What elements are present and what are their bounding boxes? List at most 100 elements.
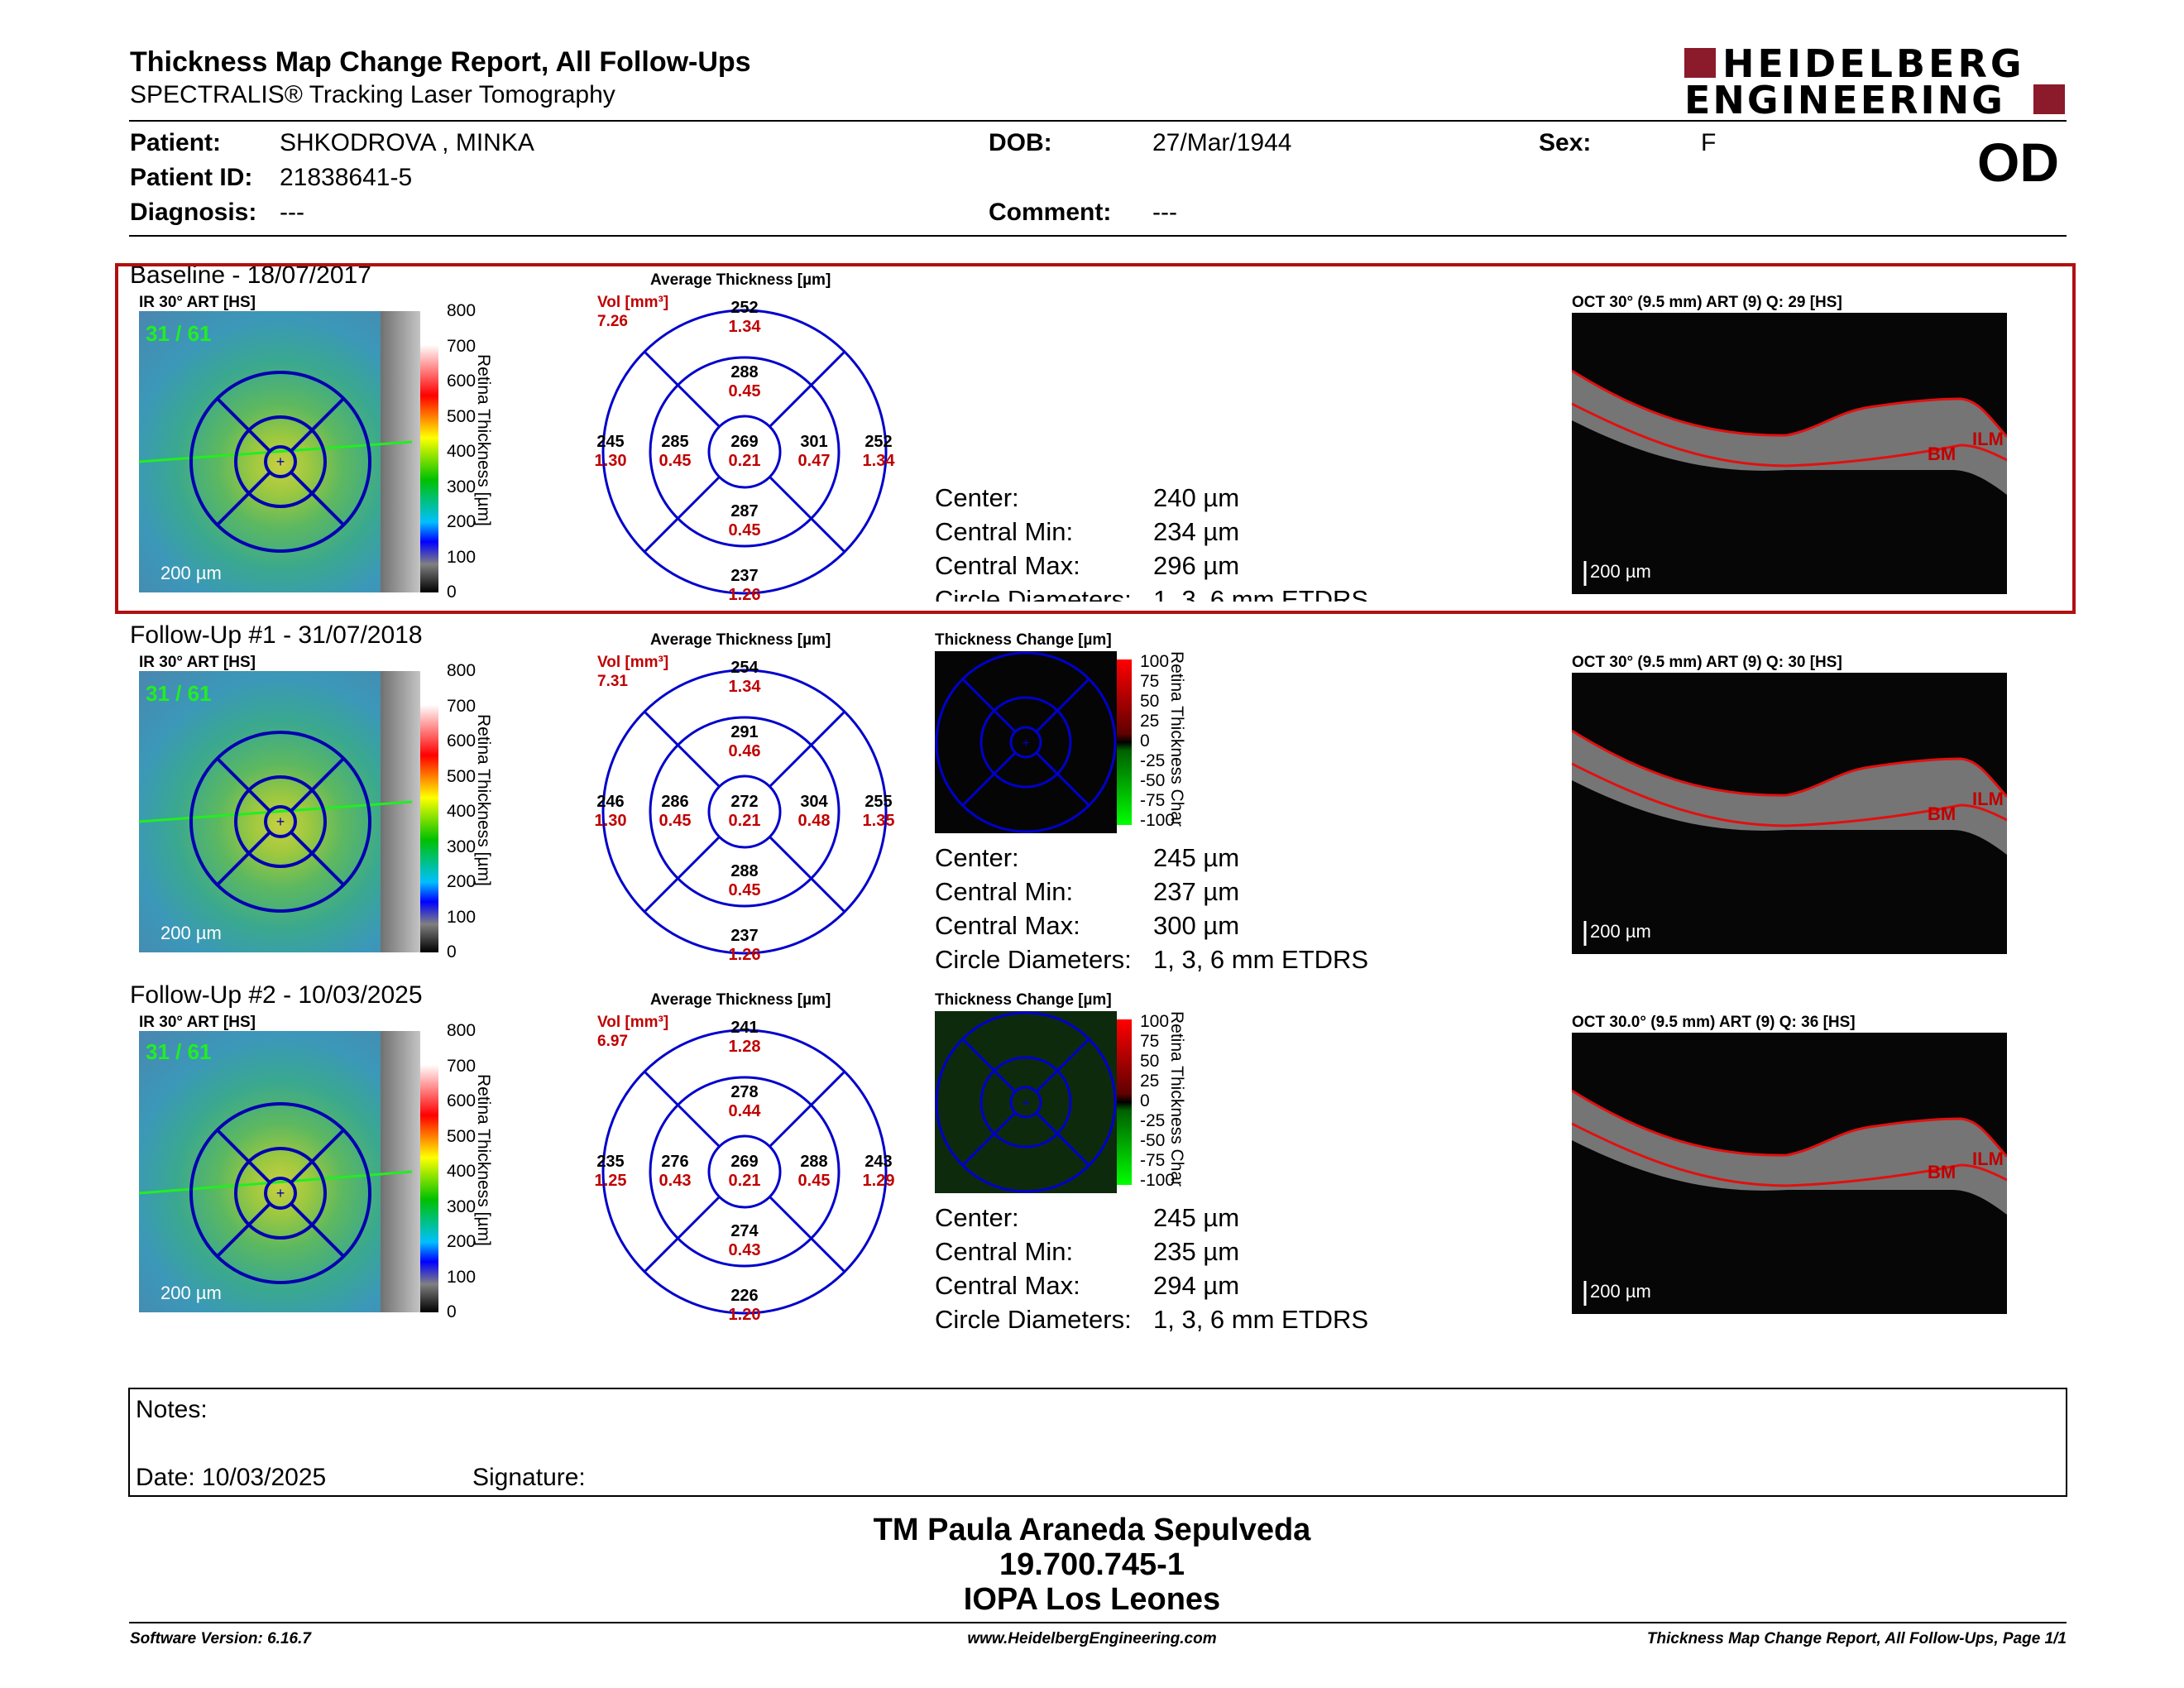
measurement-label: Center: bbox=[935, 843, 1019, 872]
sector-thickness: 291 bbox=[730, 723, 759, 741]
signer-name: TM Paula Araneda Sepulveda bbox=[873, 1513, 1311, 1547]
sector-volume: 0.21 bbox=[728, 452, 761, 470]
color-bar-tick: 200 bbox=[447, 512, 477, 531]
sector-thickness: 288 bbox=[800, 1153, 828, 1171]
etdrs-sector-inner-nasal: 304 0.48 bbox=[785, 793, 843, 831]
ir-label: IR 30° ART [HS] bbox=[139, 1014, 256, 1031]
oct-label: OCT 30° (9.5 mm) ART (9) Q: 30 [HS] bbox=[1572, 654, 1842, 671]
measurement-value: 240 µm bbox=[1153, 483, 1240, 512]
color-bar-tick: 600 bbox=[447, 1091, 477, 1110]
measurement-label: Central Max: bbox=[935, 551, 1080, 580]
etdrs-grid bbox=[601, 309, 888, 595]
color-bar-tick: 500 bbox=[447, 1126, 477, 1146]
sector-thickness: 304 bbox=[800, 793, 828, 811]
sector-volume: 0.21 bbox=[728, 1172, 761, 1190]
color-bar-tick: 0 bbox=[447, 583, 457, 602]
change-bar-tick: 25 bbox=[1140, 1072, 1160, 1091]
sector-thickness: 285 bbox=[661, 433, 689, 451]
sector-thickness: 226 bbox=[730, 1287, 759, 1305]
bm-label: BM bbox=[1928, 803, 1956, 824]
ilm-label: ILM bbox=[1972, 789, 2004, 809]
oct-bscan-image: ILM BM 200 µm bbox=[1572, 1033, 2007, 1314]
etdrs-grid bbox=[601, 1029, 888, 1315]
logo-line-1: HEIDELBERG bbox=[1722, 41, 2025, 86]
thickness-change-label: Thickness Change [µm] bbox=[935, 631, 1112, 649]
etdrs-sector-inner-inferior: 288 0.45 bbox=[716, 862, 774, 900]
heidelberg-logo: HEIDELBERG ENGINEERING bbox=[1684, 41, 2068, 122]
report-subtitle: SPECTRALIS® Tracking Laser Tomography bbox=[130, 81, 615, 108]
measurement-label: Central Min: bbox=[935, 1237, 1074, 1266]
sector-thickness: 237 bbox=[730, 927, 759, 945]
patient-id-label: Patient ID: bbox=[130, 164, 253, 191]
sector-thickness: 269 bbox=[730, 433, 759, 451]
sector-thickness: 272 bbox=[730, 793, 759, 811]
etdrs-sector-outer-superior: 254 1.34 bbox=[716, 659, 774, 697]
color-bar-tick: 700 bbox=[447, 696, 477, 716]
measurement-value: 245 µm bbox=[1153, 843, 1240, 872]
total-volume: 6.97 bbox=[597, 1033, 628, 1050]
sector-volume: 1.20 bbox=[728, 1306, 761, 1324]
etdrs-sector-outer-superior: 241 1.28 bbox=[716, 1019, 774, 1057]
diagnosis-label: Diagnosis: bbox=[130, 199, 257, 226]
patient-name-label: Patient: bbox=[130, 129, 222, 156]
etdrs-sector-inner-temporal: 286 0.45 bbox=[646, 793, 704, 831]
average-thickness-label: Average Thickness [µm] bbox=[650, 271, 831, 289]
change-bar-tick: -75 bbox=[1140, 1151, 1166, 1170]
measurement-value: 300 µm bbox=[1153, 911, 1240, 940]
scale-bar-label: 200 µm bbox=[160, 1283, 222, 1303]
etdrs-sector-outer-superior: 252 1.34 bbox=[716, 299, 774, 337]
sector-thickness: 235 bbox=[596, 1153, 625, 1171]
change-color-bar bbox=[1117, 659, 1132, 825]
change-bar-tick: -100 bbox=[1140, 1171, 1176, 1190]
notes-date: Date: 10/03/2025 bbox=[136, 1464, 327, 1491]
svg-text:+: + bbox=[276, 1185, 285, 1201]
thickness-color-bar bbox=[420, 311, 438, 592]
sector-thickness: 255 bbox=[864, 793, 893, 811]
sector-thickness: 288 bbox=[730, 363, 759, 381]
circle-diameters-value: 1, 3, 6 mm ETDRS bbox=[1153, 1305, 1369, 1334]
change-bar-tick: 25 bbox=[1140, 712, 1160, 731]
etdrs-sector-inner-nasal: 301 0.47 bbox=[785, 433, 843, 471]
circle-diameters-value: 1, 3, 6 mm ETDRS bbox=[1153, 945, 1369, 974]
etdrs-sector-inner-temporal: 285 0.45 bbox=[646, 433, 704, 471]
change-bar-tick: 100 bbox=[1140, 1012, 1170, 1031]
signer-clinic: IOPA Los Leones bbox=[963, 1582, 1221, 1617]
scale-bar-label: 200 µm bbox=[160, 563, 222, 583]
color-bar-tick: 400 bbox=[447, 802, 477, 821]
sector-thickness: 276 bbox=[661, 1153, 689, 1171]
etdrs-sector-center: 269 0.21 bbox=[716, 1153, 774, 1191]
notes-label: Notes: bbox=[136, 1396, 208, 1423]
etdrs-sector-outer-nasal: 255 1.35 bbox=[850, 793, 908, 831]
dob: 27/Mar/1944 bbox=[1152, 129, 1292, 156]
average-thickness-label: Average Thickness [µm] bbox=[650, 991, 831, 1009]
sector-volume: 0.21 bbox=[728, 812, 761, 830]
sector-volume: 1.29 bbox=[862, 1172, 895, 1190]
bm-label: BM bbox=[1928, 1162, 1956, 1182]
change-bar-tick: 75 bbox=[1140, 1032, 1160, 1051]
sector-thickness: 286 bbox=[661, 793, 689, 811]
measurement-label: Central Max: bbox=[935, 1271, 1080, 1300]
ir-thickness-map-image: + 31 / 61 200 µm bbox=[139, 311, 422, 592]
retina-thickness-change-axis-label: Retina Thickness Char bbox=[1167, 651, 1186, 827]
oct-scale-bar-label: 200 µm bbox=[1590, 561, 1651, 582]
website-link[interactable]: www.HeidelbergEngineering.com bbox=[967, 1630, 1217, 1647]
ir-label: IR 30° ART [HS] bbox=[139, 294, 256, 311]
thickness-change-map-image: + bbox=[935, 651, 1117, 833]
bm-label: BM bbox=[1928, 444, 1956, 464]
change-bar-tick: 0 bbox=[1140, 1091, 1150, 1110]
thickness-color-bar bbox=[420, 1031, 438, 1312]
color-bar-tick: 100 bbox=[447, 547, 477, 567]
color-bar-tick: 100 bbox=[447, 907, 477, 927]
color-bar-tick: 500 bbox=[447, 406, 477, 426]
sector-volume: 0.48 bbox=[797, 812, 831, 830]
color-bar-tick: 800 bbox=[447, 661, 477, 680]
etdrs-sector-outer-nasal: 243 1.29 bbox=[850, 1153, 908, 1191]
change-bar-tick: -50 bbox=[1140, 1131, 1166, 1150]
patient-id: 21838641-5 bbox=[280, 164, 413, 191]
notes-box: Notes: Date: 10/03/2025 Signature: bbox=[128, 1388, 2067, 1497]
sector-volume: 1.34 bbox=[728, 318, 761, 336]
fixation-counter: 31 / 61 bbox=[146, 681, 212, 706]
measurement-label: Center: bbox=[935, 1203, 1019, 1232]
etdrs-sector-inner-superior: 291 0.46 bbox=[716, 723, 774, 761]
circle-diameters-value: 1, 3, 6 mm ETDRS bbox=[1153, 585, 1369, 602]
